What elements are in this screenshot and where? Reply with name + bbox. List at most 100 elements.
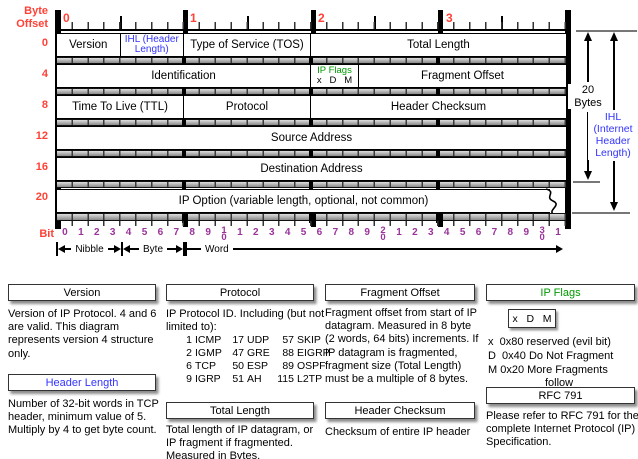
bit-number: 0: [62, 227, 68, 238]
word-marker: Word: [185, 242, 563, 256]
bit-number: 3 0: [539, 225, 545, 244]
card-title-fragment-offset: Fragment Offset: [325, 284, 475, 301]
bit-number: 7: [332, 227, 339, 238]
protocol-entry: 115 L2TP: [277, 373, 323, 386]
byte-offset-4: 4: [41, 68, 48, 80]
bottom-byte-bar-2: [311, 213, 316, 227]
bit-number: 2: [253, 227, 259, 238]
protocol-entry: 47 GRE: [232, 347, 270, 360]
card-body-version: Version of IP Protocol. 4 and 6 are vali…: [8, 308, 157, 360]
bit-number: 9: [523, 227, 530, 238]
ihl-arrow-line: [613, 161, 615, 203]
ihl-side-label: IHL (Internet Header Length): [588, 111, 638, 160]
arrowhead-down-icon: [609, 202, 618, 211]
bit-number: 1: [237, 227, 243, 238]
ihl-arrow-line: [613, 40, 615, 110]
bit-number: 1: [555, 227, 561, 238]
bit-number: 3: [268, 227, 275, 238]
field-version: Version: [57, 34, 121, 56]
field-identification: Identification: [57, 65, 311, 87]
annotation-line-ihl: [572, 212, 630, 214]
bit-strip: [57, 56, 566, 67]
top-ruler-label-3: 3: [446, 11, 453, 25]
arrowhead-up-icon: [609, 32, 618, 41]
bit-number: 5: [141, 227, 148, 238]
bit-number: 4: [125, 227, 132, 238]
field-protocol: Protocol: [184, 96, 311, 118]
protocol-entry: 9 IGRP: [186, 373, 221, 386]
bit-number: 3: [109, 227, 116, 238]
field-ip-flags: IP Flags x D M: [311, 65, 359, 87]
card-body-rfc-791: Please refer to RFC 791 for the complete…: [486, 410, 638, 449]
card-body-header-length: Number of 32-bit words in TCP header, mi…: [8, 398, 159, 437]
bit-number: 1 0: [221, 225, 227, 244]
top-byte-bar-1: [183, 10, 188, 33]
field-fragment-offset: Fragment Offset: [421, 69, 504, 82]
protocol-entry: 17 UDP: [232, 334, 270, 346]
bit-number: 7: [173, 227, 180, 238]
ip-flags-bits-box: x D M: [508, 309, 556, 328]
protocol-entry: 51 AH: [232, 373, 262, 386]
byte-offset-16: 16: [35, 161, 48, 173]
card-title-rfc-791: RFC 791: [486, 387, 635, 404]
top-ruler-label-1: 1: [190, 11, 197, 25]
top-ruler-label-0: 0: [63, 11, 70, 25]
bit-strip: [57, 118, 566, 129]
header-row-16: Destination Address: [56, 157, 567, 181]
field-source-address: Source Address: [270, 131, 353, 144]
bit-number: 6: [475, 227, 482, 238]
bit-number: 5: [459, 227, 466, 238]
card-title-total-length: Total Length: [166, 402, 314, 419]
20-bytes-label: 20 Bytes: [568, 84, 608, 110]
header-row-0: Version IHL (Header Length) Type of Serv…: [56, 33, 567, 57]
field-header-checksum: Header Checksum: [390, 100, 487, 113]
bit-number: 3: [428, 227, 434, 238]
card-body-fragment-offset: Fragment offset from start of IP datagra…: [325, 307, 479, 385]
field-ihl: IHL (Header Length): [121, 34, 184, 56]
bottom-byte-bar-1: [183, 213, 188, 227]
protocol-entry: 2 IGMP: [186, 347, 222, 360]
bit-strip: [57, 87, 566, 98]
20bytes-arrow-line: [587, 40, 589, 82]
field-destination-address: Destination Address: [260, 162, 363, 175]
protocol-entry: 50 ESP: [232, 360, 269, 373]
byte-offset-20: 20: [35, 191, 48, 203]
card-title-header-checksum: Header Checksum: [325, 402, 475, 419]
bit-number: 5: [300, 227, 307, 238]
top-byte-bar-2: [311, 10, 316, 33]
card-body-header-checksum: Checksum of entire IP header: [325, 426, 471, 438]
byte-offset-0: 0: [41, 37, 48, 49]
bit-number: 8: [189, 227, 195, 238]
bit-number: 4: [443, 227, 450, 238]
bit-number: 1: [396, 227, 402, 238]
field-tos: Type of Service (TOS): [184, 34, 311, 56]
card-title-header-length: Header Length: [8, 374, 156, 391]
bit-number: 6: [316, 227, 323, 238]
bit-number: 9: [364, 227, 370, 238]
card-title-ip-flags: IP Flags: [486, 284, 635, 301]
card-intro-protocol: IP Protocol ID. Including (but not limit…: [166, 308, 325, 334]
protocol-entry: 1 ICMP: [186, 334, 222, 346]
protocol-entry: 88 EIGRP: [282, 347, 330, 360]
bit-label: Bit: [39, 228, 54, 240]
bottom-bit-ticks: [57, 221, 566, 226]
annotation-line-20bytes: [573, 181, 600, 183]
bit-number: 2: [412, 227, 418, 238]
bit-strip: [57, 180, 566, 191]
protocol-entry: 6 TCP: [186, 360, 216, 373]
ip-flag-legend-line: D 0x40 Do Not Fragment: [488, 349, 614, 362]
arrowhead-up-icon: [583, 32, 592, 41]
protocol-entry: 57 SKIP: [282, 334, 321, 346]
card-title-version: Version: [8, 284, 156, 301]
card-title-protocol: Protocol: [166, 284, 314, 301]
right-border-bar: [565, 10, 571, 229]
ip-flags-legend: x 0x80 reserved (evil bit) D 0x40 Do Not …: [488, 336, 638, 391]
bit-number: 9: [205, 227, 211, 238]
bit-strip: [57, 149, 566, 160]
field-ip-option: IP Option (variable length, optional, no…: [56, 189, 550, 213]
top-byte-bar-3: [438, 10, 443, 33]
arrowhead-down-icon: [583, 171, 592, 180]
top-ruler-label-2: 2: [318, 11, 325, 25]
